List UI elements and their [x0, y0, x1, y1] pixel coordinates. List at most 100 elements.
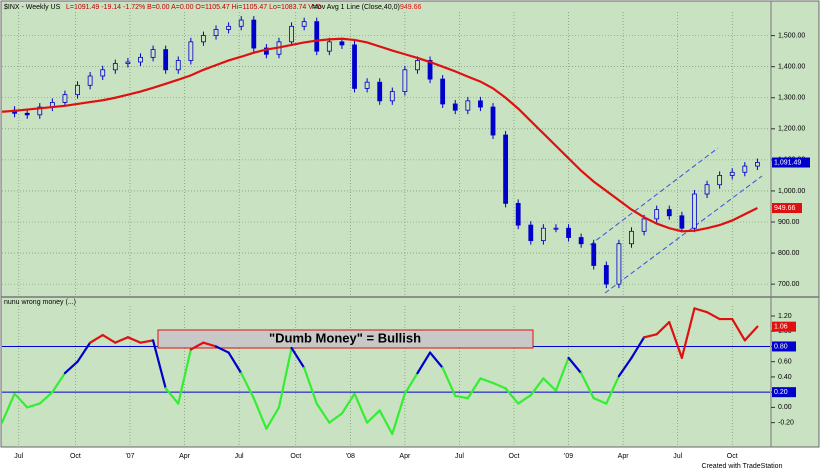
indicator-segment — [177, 348, 192, 405]
candle-body — [112, 63, 118, 71]
indicator-segment — [340, 392, 356, 415]
indicator-segment — [655, 320, 671, 336]
candle-body — [490, 106, 496, 136]
candle-body — [339, 41, 345, 46]
indicator-segment — [38, 391, 54, 405]
candle-body — [226, 25, 232, 30]
candle-body — [729, 171, 735, 176]
last-price-label: 1,091.49 — [774, 159, 801, 166]
indicator-segment — [680, 307, 696, 359]
y-tick-label: 1,200.00 — [778, 126, 805, 133]
indicator-segment — [554, 356, 570, 392]
candle-body — [679, 215, 685, 229]
y-tick-label: 1.20 — [778, 313, 792, 320]
indicator-segment — [328, 412, 344, 424]
candle-body — [138, 56, 143, 63]
indicator-segment — [705, 311, 721, 321]
quote: L=1091.49 -19.14 -1.72% B=0.00 A=0.00 O=… — [66, 4, 321, 11]
indicator-segment — [51, 372, 67, 394]
ma-box — [772, 203, 802, 214]
y-tick-label: 800.00 — [778, 250, 800, 257]
candle-body — [125, 61, 131, 64]
candle-body — [755, 162, 760, 167]
y-tick-label: 1,000.00 — [778, 188, 805, 195]
indicator-segment — [403, 372, 419, 395]
indicator-segment — [63, 360, 79, 375]
candle-body — [100, 69, 106, 77]
indicator-segment — [731, 317, 746, 342]
indicator-segment — [693, 307, 709, 314]
indicator-segment — [277, 346, 293, 409]
footer: Created with TradeStation — [702, 463, 783, 470]
candle-body — [629, 230, 634, 245]
candle-body — [389, 91, 395, 102]
candle-body — [150, 49, 156, 58]
y-tick-label: 0.40 — [778, 374, 792, 381]
indicator-segment — [491, 381, 507, 390]
indicator-segment — [265, 406, 281, 430]
x-tick-label: '09 — [564, 453, 573, 460]
moving-average — [1, 37, 758, 233]
candle-body — [402, 69, 408, 92]
candle-body — [24, 112, 30, 116]
indicator-segment — [26, 402, 41, 409]
symbol: $INX - Weekly US — [4, 4, 61, 11]
candle-body — [314, 21, 320, 52]
indicator-segment — [605, 375, 621, 405]
candle-body — [37, 106, 43, 116]
candle-body — [515, 202, 521, 226]
candle-body — [553, 227, 559, 230]
indicator-segment — [290, 346, 306, 369]
indicator-segment — [0, 392, 16, 424]
x-tick-label: '08 — [346, 453, 355, 460]
candles — [12, 16, 760, 289]
indicator-segment — [353, 392, 369, 424]
indicator-segment — [542, 377, 558, 392]
candle-body — [201, 35, 206, 43]
candle-body — [62, 94, 68, 103]
candle-body — [251, 19, 257, 49]
candle-body — [326, 41, 332, 52]
annotation: "Dumb Money" = Bullish — [269, 330, 421, 345]
indicator-segment — [617, 356, 633, 378]
x-tick-label: Jul — [14, 453, 23, 460]
indicator-segment — [529, 377, 545, 397]
indicator-segment — [366, 409, 381, 424]
candle-body — [75, 84, 80, 96]
value-label: 1.06 — [774, 324, 788, 331]
candle-body — [603, 265, 609, 285]
indicator-segment — [580, 372, 595, 400]
x-tick-label: Jul — [673, 453, 682, 460]
candle-body — [188, 41, 194, 61]
candle-body — [163, 49, 169, 71]
candle-body — [717, 175, 723, 186]
candle-body — [692, 193, 697, 229]
y-tick-label: 1,500.00 — [778, 32, 805, 39]
candle-body — [540, 227, 546, 242]
indicator-segment — [517, 394, 532, 405]
indicator-segment — [101, 333, 117, 344]
ma-label: 949.66 — [774, 205, 796, 212]
y-tick-label: 0.60 — [778, 359, 792, 366]
reference-label: 0.80 — [774, 343, 788, 350]
indicator-segment — [428, 351, 444, 369]
value-box — [772, 321, 796, 332]
indicator-segment — [76, 341, 92, 363]
candle-body — [377, 81, 383, 102]
trend-channel-lower — [604, 175, 763, 294]
indicator-segment — [139, 339, 155, 344]
x-tick-label: Apr — [399, 453, 411, 460]
x-tick-label: '07 — [125, 453, 134, 460]
x-tick-label: Oct — [70, 453, 81, 460]
indicator-segment — [240, 372, 255, 400]
reference-box — [772, 387, 796, 398]
indicator-segment — [504, 387, 520, 405]
annotation-box — [157, 329, 534, 349]
candle-body — [364, 81, 370, 89]
indicator-segment — [114, 336, 130, 344]
indicator-segment — [479, 377, 495, 385]
indicator-segment — [378, 409, 394, 436]
trend-channel-upper — [589, 147, 719, 246]
candle-body — [528, 224, 534, 242]
y-tick-label: 900.00 — [778, 219, 800, 226]
